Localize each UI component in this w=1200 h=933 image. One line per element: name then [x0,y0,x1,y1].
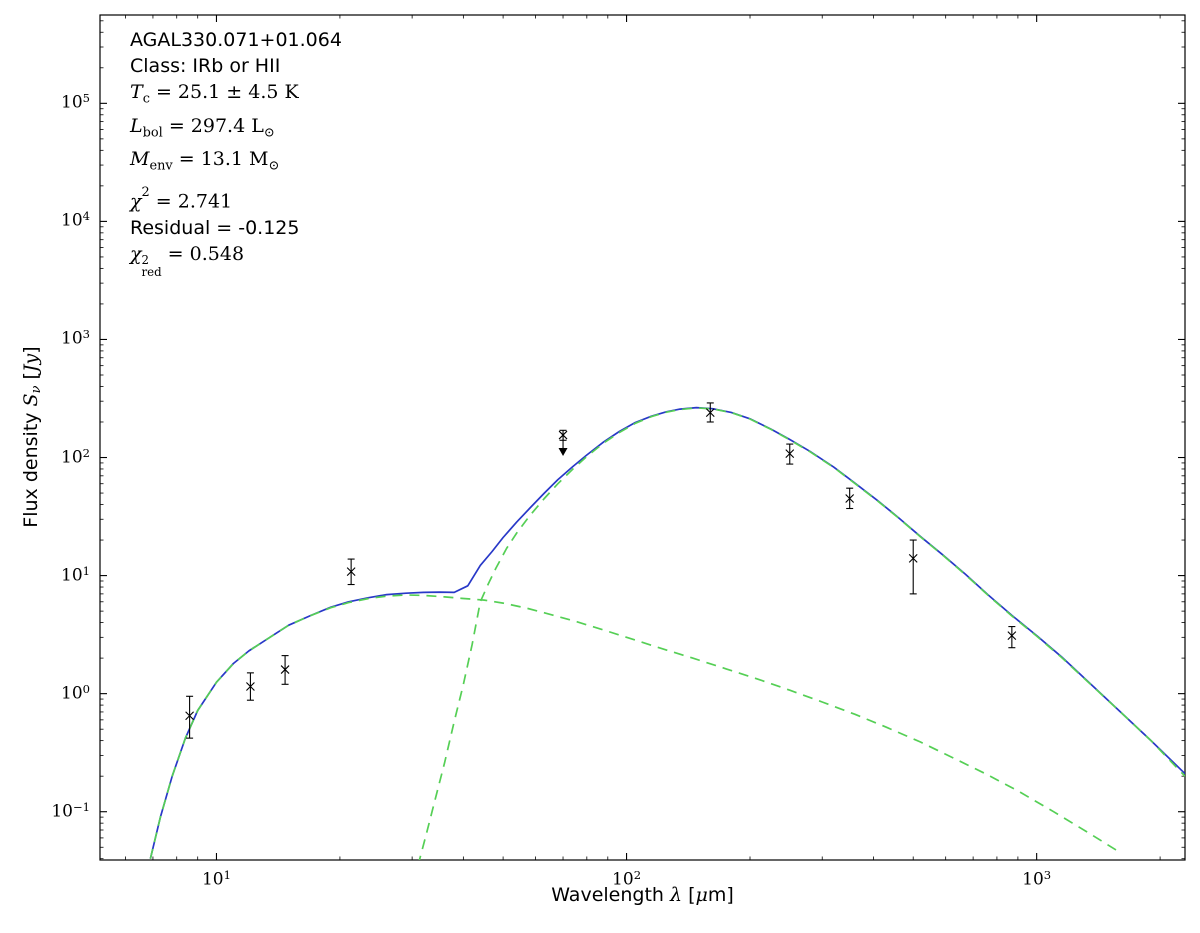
data-point [785,443,795,465]
data-point [246,672,255,701]
class-label: Class: IRb or HII [130,55,281,77]
data-points [185,402,1017,739]
residual: Residual = -0.125 [130,216,300,239]
data-point [908,539,918,595]
dust-temperature: Tc = 25.1 ± 4.5 K [130,81,299,107]
chi-squared: χ2 = 2.741 [130,185,233,213]
data-point [705,402,715,423]
data-point [185,695,194,739]
axes-frame [99,14,1186,861]
warm-component-curve [149,594,1121,859]
envelope-mass: Menv = 13.1 M⊙ [130,148,280,175]
x-axis-label: Wavelength λ [μm] [551,884,734,906]
total-model-curve [149,406,1185,859]
model-curves [149,406,1185,860]
cold-component-curve [418,407,1185,860]
data-point [346,558,356,586]
data-point [280,655,290,685]
y-axis-label: Flux density Sν [Jy] [20,346,44,528]
data-point [845,487,855,510]
upper-limit-arrow-icon [558,448,568,457]
reduced-chi-squared: χ 2 red = 0.548 [130,242,245,280]
fit-parameters-annotation: AGAL330.071+01.064 Class: IRb or HII Tc = … [130,27,342,279]
source-name: AGAL330.071+01.064 [130,29,342,51]
data-point [1007,626,1017,649]
data-point-upper-limit [558,429,568,457]
bolometric-luminosity: Lbol = 297.4 L⊙ [130,114,275,141]
